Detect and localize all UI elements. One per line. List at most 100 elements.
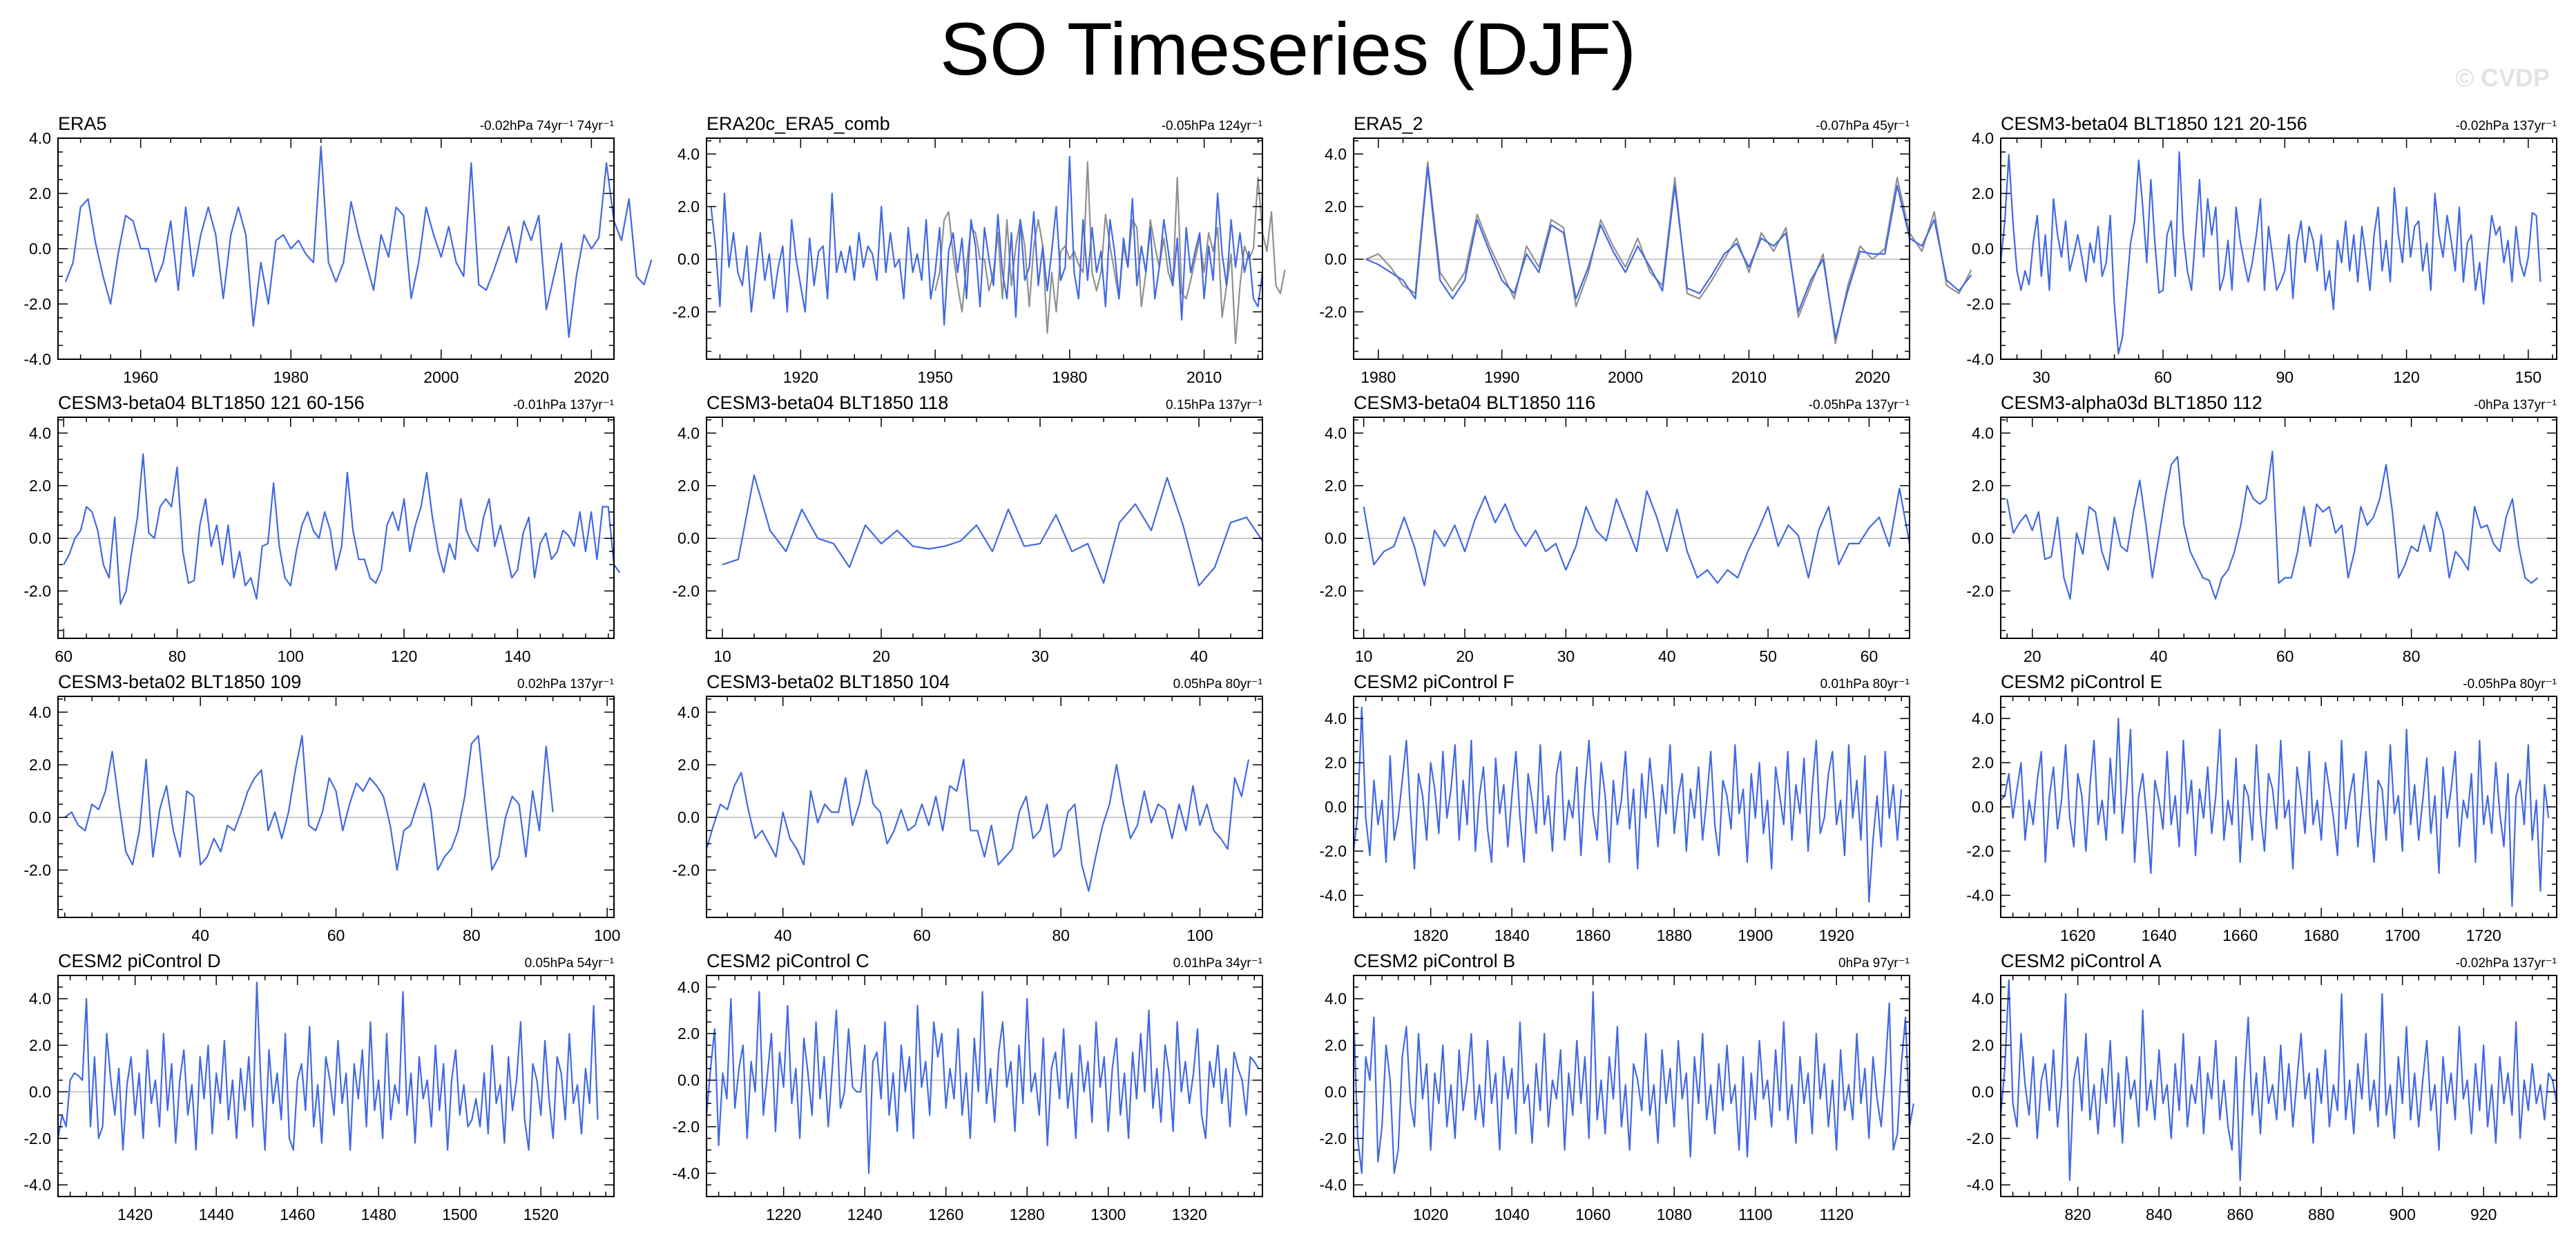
chart-panel: CESM3-alpha03d BLT1850 112 -0hPa 137yr⁻¹ -…	[1966, 392, 2557, 665]
y-tick-label: 2.0	[1972, 184, 1994, 202]
x-tick-label: 1700	[2385, 926, 2420, 944]
y-tick-label: -4.0	[1966, 886, 1994, 904]
plot-frame	[1353, 975, 1910, 1197]
y-tick-label: 4.0	[1325, 709, 1347, 727]
chart-panel: CESM2 piControl F 0.01hPa 80yr⁻¹ -4.0 -2.0 0…	[1319, 671, 1910, 944]
x-tick-label: 30	[1557, 647, 1575, 665]
x-tick-label: 1040	[1494, 1205, 1530, 1223]
y-tick-label: 4.0	[677, 703, 700, 721]
y-tick-label: 2.0	[677, 198, 700, 216]
x-tick-label: 1920	[783, 368, 818, 386]
x-tick-label: 1260	[928, 1205, 963, 1223]
x-tick-label: 1280	[1010, 1205, 1045, 1223]
y-tick-label: 4.0	[677, 424, 700, 442]
y-tick-label: 4.0	[29, 424, 51, 442]
chart-panel: ERA5 -0.02hPa 74yr⁻¹ 74yr⁻¹ -4.0 -2.0 0.0 2.0…	[23, 113, 653, 386]
panel-title: CESM3-beta04 BLT1850 121 60-156	[58, 392, 365, 413]
y-tick-label: -4.0	[23, 1176, 51, 1194]
x-tick-label: 1980	[273, 368, 309, 386]
x-tick-label: 1460	[280, 1205, 315, 1223]
y-tick-label: 4.0	[1325, 145, 1347, 163]
y-tick-label: 2.0	[1972, 477, 1994, 495]
x-tick-label: 80	[169, 647, 186, 665]
y-tick-label: 4.0	[29, 129, 51, 147]
series-line	[63, 453, 621, 605]
x-tick-label: 1520	[523, 1205, 559, 1223]
panel-title: CESM2 piControl F	[1354, 671, 1515, 692]
y-tick-label: -2.0	[1966, 1130, 1994, 1147]
x-tick-label: 40	[1190, 647, 1208, 665]
y-tick-label: 0.0	[29, 240, 51, 258]
y-tick-label: 0.0	[1325, 529, 1347, 547]
y-tick-label: 0.0	[677, 529, 700, 547]
x-tick-label: 1300	[1090, 1205, 1126, 1223]
panel-trend-label: 0.01hPa 34yr⁻¹	[1173, 956, 1262, 971]
x-tick-label: 40	[2150, 647, 2168, 665]
x-tick-label: 120	[2393, 368, 2419, 386]
y-tick-label: 2.0	[1325, 754, 1347, 772]
x-tick-label: 120	[391, 647, 417, 665]
y-tick-label: 4.0	[677, 145, 700, 163]
series-line	[57, 981, 599, 1151]
x-tick-label: 2020	[1855, 368, 1890, 386]
series-line	[1352, 991, 1914, 1174]
x-tick-label: 140	[504, 647, 530, 665]
panel-trend-label: -0.02hPa 137yr⁻¹	[2456, 119, 2557, 133]
y-tick-label: 2.0	[1325, 1036, 1347, 1054]
y-tick-label: 2.0	[1972, 1036, 1994, 1054]
x-tick-label: 1900	[1738, 926, 1773, 944]
x-tick-label: 920	[2470, 1205, 2497, 1223]
y-tick-label: -2.0	[23, 295, 51, 313]
panel-trend-label: 0.05hPa 54yr⁻¹	[525, 956, 614, 971]
x-tick-label: 80	[463, 926, 481, 944]
y-tick-label: 0.0	[1972, 798, 1994, 816]
chart-panel: CESM3-beta02 BLT1850 104 0.05hPa 80yr⁻¹ -2…	[672, 671, 1263, 944]
y-tick-label: 0.0	[1972, 240, 1994, 258]
x-tick-label: 100	[594, 926, 620, 944]
x-tick-label: 10	[1355, 647, 1373, 665]
panel-trend-label: -0.07hPa 45yr⁻¹	[1816, 119, 1910, 133]
panel-trend-label: 0.01hPa 80yr⁻¹	[1820, 677, 1910, 692]
series-line	[64, 145, 653, 339]
y-tick-label: -2.0	[1319, 842, 1347, 860]
chart-panel: CESM3-beta04 BLT1850 121 20-156 -0.02hPa …	[1966, 113, 2557, 386]
x-tick-label: 60	[2276, 647, 2294, 665]
y-tick-label: 2.0	[29, 477, 51, 495]
y-tick-label: 2.0	[1972, 754, 1994, 772]
panel-title: CESM3-beta04 BLT1850 118	[707, 392, 948, 413]
y-tick-label: -2.0	[23, 582, 51, 600]
y-tick-label: 2.0	[29, 1036, 51, 1054]
x-tick-label: 1640	[2142, 926, 2177, 944]
x-tick-label: 1880	[1657, 926, 1692, 944]
y-tick-label: -2.0	[672, 1118, 700, 1136]
chart-panel: CESM3-beta04 BLT1850 118 0.15hPa 137yr⁻¹ -…	[672, 392, 1263, 665]
x-tick-label: 840	[2146, 1205, 2172, 1223]
x-tick-label: 880	[2308, 1205, 2334, 1223]
panel-title: CESM3-beta04 BLT1850 116	[1354, 392, 1595, 413]
x-tick-label: 100	[1186, 926, 1213, 944]
plot-frame	[1353, 137, 1910, 360]
y-tick-label: 2.0	[677, 477, 700, 495]
plot-frame	[2000, 417, 2557, 639]
x-tick-label: 10	[713, 647, 731, 665]
y-tick-label: 4.0	[1972, 424, 1994, 442]
panel-title: ERA5	[58, 113, 107, 134]
y-tick-label: 4.0	[1972, 990, 1994, 1008]
y-tick-label: 2.0	[677, 756, 700, 774]
y-tick-label: -4.0	[1966, 350, 1994, 368]
x-tick-label: 1860	[1575, 926, 1611, 944]
x-tick-label: 1480	[361, 1205, 396, 1223]
y-tick-label: -4.0	[1966, 1176, 1994, 1194]
x-tick-label: 1840	[1494, 926, 1530, 944]
x-tick-label: 1820	[1413, 926, 1448, 944]
x-tick-label: 900	[2390, 1205, 2416, 1223]
panel-trend-label: -0.02hPa 74yr⁻¹ 74yr⁻¹	[480, 119, 614, 133]
x-tick-label: 1220	[766, 1205, 801, 1223]
x-tick-label: 1680	[2304, 926, 2339, 944]
panel-title: CESM2 piControl D	[58, 951, 221, 971]
y-tick-label: 0.0	[1972, 529, 1994, 547]
y-tick-label: 0.0	[1972, 1083, 1994, 1100]
x-tick-label: 60	[327, 926, 345, 944]
y-tick-label: -2.0	[672, 303, 700, 321]
